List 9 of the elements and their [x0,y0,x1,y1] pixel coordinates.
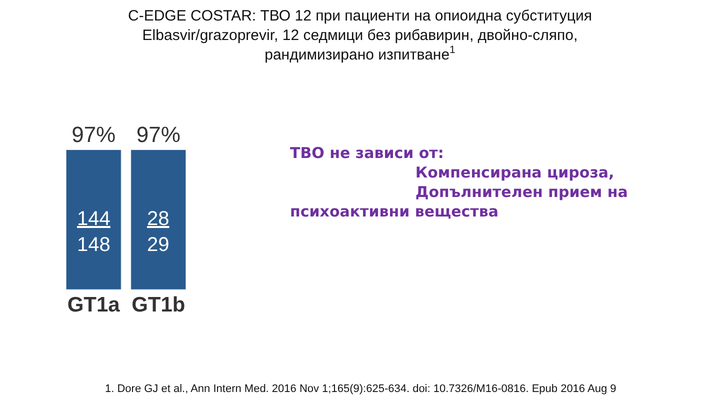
annotation: 28 29 [147,208,170,256]
data-label: 97% [136,122,180,147]
text: C-EDGE COSTAR: ТВО 12 при пациенти на опиоидна субституция Elbasvir/grazoprevir, 12 седмици без рибавирин, двойно-сляпо, рандимизирано изпитване$^{1}$ [128,7,592,64]
x-tick-label: GT1b [132,294,186,317]
x-tick-label: GT1a [67,294,120,317]
annotation: 144 148 [77,208,110,256]
data-label: 97% [72,122,116,147]
text: 1. Dore GJ et al., Ann Intern Med. 2016 Nov 1;165(9):625-634. doi: 10.7326/M16-0816. Epub 2016 Aug 9 [105,383,616,395]
text: ТВО не зависи от: Компенсирана цироза, Допълнителен прием на психоактивни вещества [290,144,628,220]
